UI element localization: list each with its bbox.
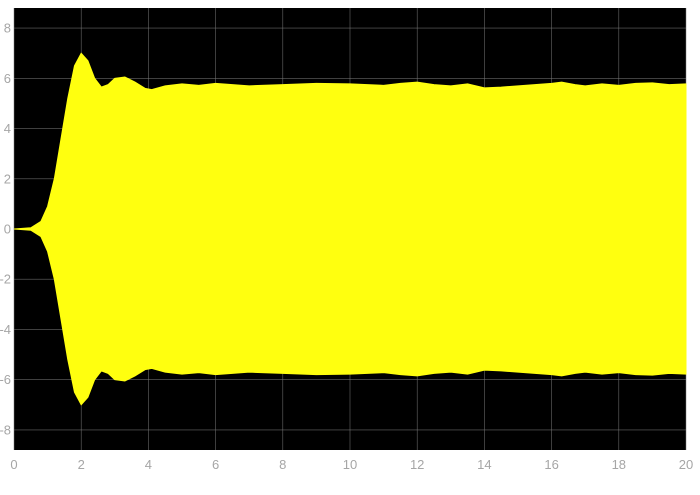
signal-envelope xyxy=(13,52,687,406)
y-tick-label: -8 xyxy=(0,422,11,437)
x-tick-label: 8 xyxy=(279,457,286,472)
x-tick-label: 0 xyxy=(10,457,17,472)
x-tick-label: 14 xyxy=(477,457,491,472)
x-tick-label: 20 xyxy=(679,457,693,472)
y-tick-label: -4 xyxy=(0,322,11,337)
x-tick-label: 6 xyxy=(212,457,219,472)
y-tick-label: 0 xyxy=(4,222,11,237)
y-tick-label: 2 xyxy=(4,171,11,186)
y-tick-label: -2 xyxy=(0,272,11,287)
x-tick-label: 2 xyxy=(78,457,85,472)
x-tick-label: 10 xyxy=(343,457,357,472)
y-tick-label: 4 xyxy=(4,121,11,136)
x-tick-label: 12 xyxy=(410,457,424,472)
y-tick-label: -6 xyxy=(0,372,11,387)
x-tick-label: 16 xyxy=(544,457,558,472)
x-tick-label: 4 xyxy=(145,457,152,472)
y-tick-label: 8 xyxy=(4,21,11,36)
x-axis: 0 2 4 6 8 10 12 14 16 18 20 xyxy=(10,457,693,472)
y-axis: 8 6 4 2 0 -2 -4 -6 -8 xyxy=(0,21,11,438)
x-tick-label: 18 xyxy=(612,457,626,472)
y-tick-label: 6 xyxy=(4,71,11,86)
